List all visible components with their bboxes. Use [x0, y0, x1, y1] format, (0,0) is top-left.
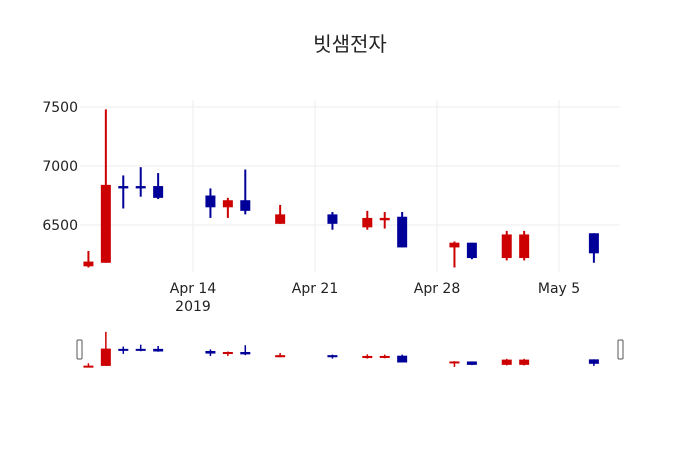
- candle-body: [379, 355, 390, 358]
- candle-body: [449, 361, 460, 364]
- candle: [135, 167, 146, 197]
- candle-body: [100, 184, 111, 263]
- range-slider-handle-right[interactable]: [617, 339, 624, 360]
- y-axis: 6500 7000 7500: [42, 100, 78, 234]
- candle-body: [362, 217, 373, 228]
- candle-body: [100, 348, 111, 366]
- candle-body: [379, 217, 390, 221]
- x-tick-label: Apr 14: [170, 281, 217, 297]
- slider-candle: [449, 361, 460, 367]
- candle: [501, 230, 512, 261]
- x-tick-label: May 5: [538, 281, 580, 297]
- slider-candle: [362, 354, 373, 359]
- candle-body: [519, 359, 530, 365]
- slider-candle: [327, 354, 338, 359]
- slider-candle: [275, 353, 286, 358]
- candle: [205, 188, 216, 218]
- slider-candle: [501, 358, 512, 366]
- grid-lines: [80, 100, 620, 272]
- candle: [222, 197, 233, 218]
- y-tick-label: 6500: [42, 218, 78, 234]
- candle-body: [275, 214, 286, 224]
- candle-body: [466, 361, 477, 365]
- candle: [275, 204, 286, 224]
- slider-candle: [466, 361, 477, 366]
- candle-body: [588, 233, 599, 254]
- x-tick-label: Apr 28: [414, 281, 460, 297]
- candle-body: [118, 186, 129, 189]
- candle-body: [153, 348, 164, 352]
- candle-body: [519, 234, 530, 259]
- candle: [327, 212, 338, 230]
- slider-candle: [397, 354, 408, 363]
- candle-body: [466, 242, 477, 259]
- candle: [449, 241, 460, 268]
- candle: [379, 212, 390, 229]
- candle: [362, 210, 373, 230]
- candle-body: [449, 242, 460, 248]
- candle: [466, 242, 477, 260]
- candle-body: [205, 350, 216, 354]
- slider-candle: [519, 358, 530, 366]
- candle-body: [240, 200, 251, 211]
- range-slider-handle-left[interactable]: [76, 339, 83, 360]
- range-slider-candles: [83, 331, 599, 368]
- x-tick-label: Apr 21: [292, 281, 338, 297]
- candle-body: [397, 216, 408, 248]
- range-slider[interactable]: [76, 331, 624, 368]
- candle-body: [135, 348, 146, 351]
- candle-body: [118, 348, 129, 351]
- y-tick-label: 7000: [42, 159, 78, 175]
- candle-body: [327, 214, 338, 224]
- candle: [153, 173, 164, 200]
- candle-body: [275, 355, 286, 358]
- slider-candle: [83, 363, 94, 368]
- x-tick-sublabel: 2019: [175, 299, 211, 315]
- x-axis: Apr 14 2019 Apr 21 Apr 28 May 5: [170, 281, 580, 315]
- candle: [100, 109, 111, 263]
- candle-body: [135, 186, 146, 189]
- candle-body: [588, 359, 599, 364]
- candle: [118, 175, 129, 209]
- candle: [519, 230, 530, 261]
- candle-body: [501, 359, 512, 365]
- candle-body: [83, 365, 94, 368]
- candle-body: [327, 355, 338, 358]
- candle-body: [501, 234, 512, 259]
- candle-body: [83, 261, 94, 267]
- candle: [588, 233, 599, 263]
- candle-body: [397, 355, 408, 363]
- slider-candle: [118, 346, 129, 354]
- slider-candle: [379, 354, 390, 359]
- y-tick-label: 7500: [42, 100, 78, 116]
- slider-candle: [153, 345, 164, 352]
- candle-body: [240, 352, 251, 355]
- slider-candle: [588, 359, 599, 366]
- candle: [397, 212, 408, 248]
- candle-body: [222, 200, 233, 208]
- slider-candle: [222, 351, 233, 356]
- candle: [240, 169, 251, 215]
- candle-body: [153, 186, 164, 198]
- slider-candle: [240, 345, 251, 356]
- chart-title: 빗샘전자: [313, 32, 387, 56]
- slider-candle: [100, 331, 111, 366]
- slider-candle: [205, 349, 216, 356]
- candle-body: [362, 355, 373, 359]
- candles-main: [83, 109, 599, 268]
- candle: [83, 250, 94, 268]
- candle-body: [222, 352, 233, 355]
- candle-body: [205, 195, 216, 208]
- slider-candle: [135, 344, 146, 352]
